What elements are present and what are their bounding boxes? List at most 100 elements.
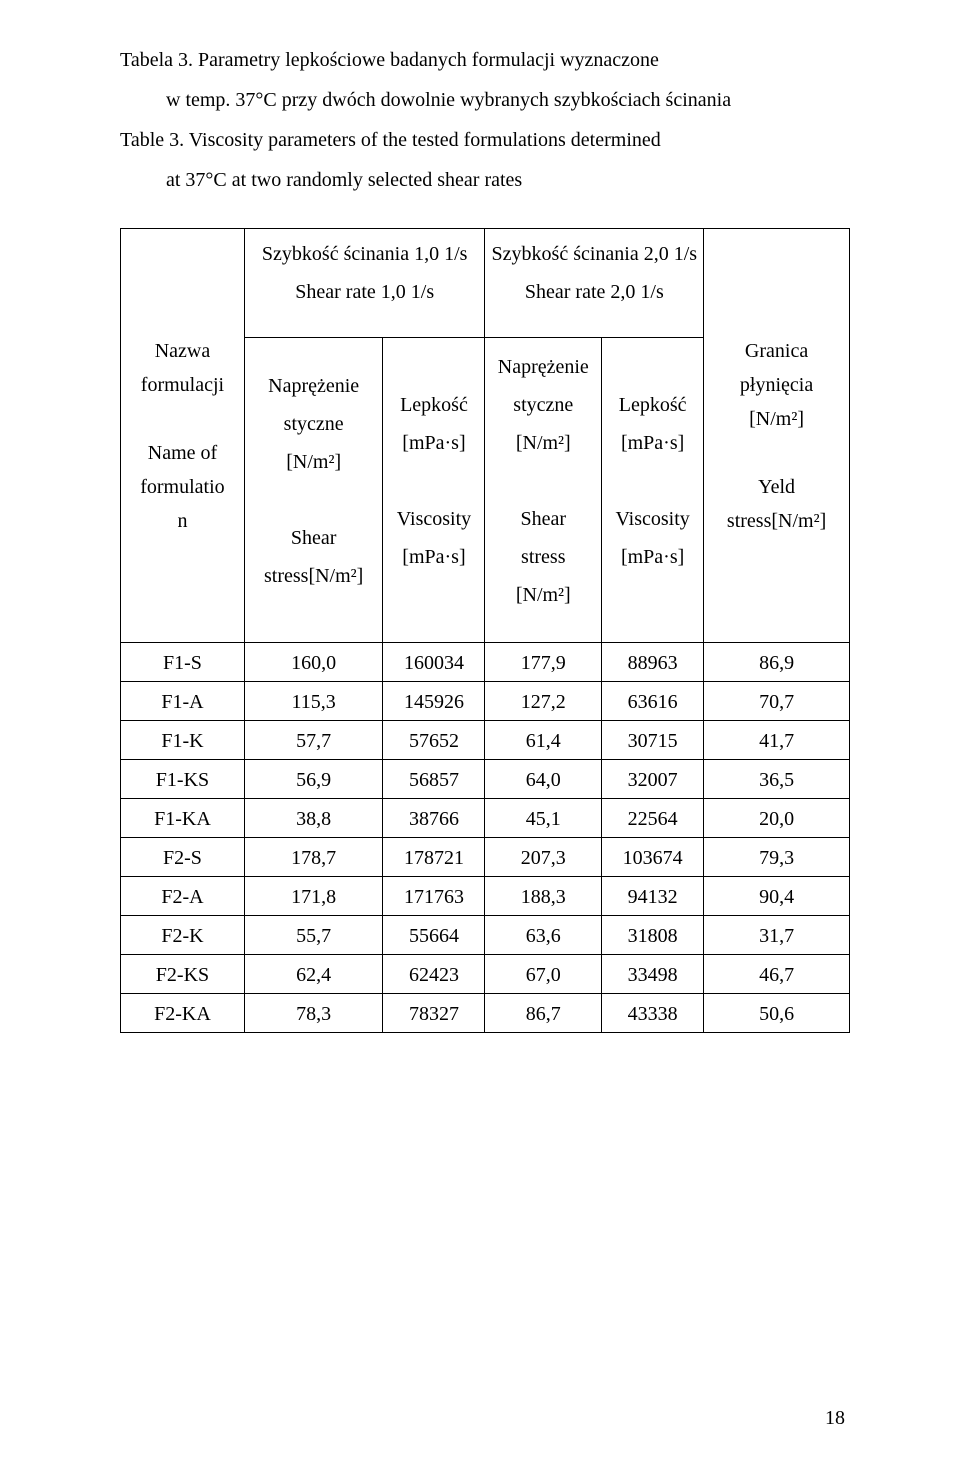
table-cell: 32007 (602, 760, 704, 799)
header-label: Shear (249, 519, 379, 557)
table-cell: 115,3 (244, 682, 383, 721)
table-cell: 178,7 (244, 838, 383, 877)
table-cell: 88963 (602, 643, 704, 682)
table-cell: 78327 (383, 994, 485, 1033)
header-label: [mPa·s] (387, 424, 480, 462)
header-label: formulatio (125, 470, 240, 504)
table-cell: 62,4 (244, 955, 383, 994)
table-row: F2-K55,75566463,63180831,7 (121, 916, 850, 955)
header-label: [mPa·s] (387, 538, 480, 576)
header-label: Yeld (708, 470, 845, 504)
table-cell: 79,3 (704, 838, 850, 877)
table-row: F1-K57,75765261,43071541,7 (121, 721, 850, 760)
table-cell: 64,0 (485, 760, 602, 799)
table-cell: 67,0 (485, 955, 602, 994)
header-label: Naprężenie (489, 348, 597, 386)
header-label: Lepkość (606, 386, 699, 424)
table-cell: 171,8 (244, 877, 383, 916)
table-row: F1-S160,0160034177,98896386,9 (121, 643, 850, 682)
header-label: Viscosity (606, 500, 699, 538)
table-cell: 86,7 (485, 994, 602, 1033)
table-cell: 38,8 (244, 799, 383, 838)
table-cell: F2-S (121, 838, 245, 877)
table-row: F2-KA78,37832786,74333850,6 (121, 994, 850, 1033)
table-cell: 78,3 (244, 994, 383, 1033)
header-label: [N/m²] (489, 576, 597, 614)
table-cell: 160034 (383, 643, 485, 682)
header-col-d: Lepkość [mPa·s] Viscosity [mPa·s] (602, 338, 704, 643)
table-cell: 188,3 (485, 877, 602, 916)
table-cell: 36,5 (704, 760, 850, 799)
table-cell: 63,6 (485, 916, 602, 955)
header-group2-sub: Shear rate 2,0 1/s (485, 273, 704, 338)
header-label: Shear (489, 500, 597, 538)
table-cell: 177,9 (485, 643, 602, 682)
table-cell: 63616 (602, 682, 704, 721)
header-col-b: Lepkość [mPa·s] Viscosity [mPa·s] (383, 338, 485, 643)
header-label: [N/m²] (708, 402, 845, 436)
table-cell: F1-A (121, 682, 245, 721)
table-cell: 30715 (602, 721, 704, 760)
table-cell: 43338 (602, 994, 704, 1033)
header-label: Viscosity (387, 500, 480, 538)
table-caption: Tabela 3. Parametry lepkościowe badanych… (120, 40, 850, 200)
header-label: płynięcia (708, 368, 845, 402)
header-yield: Granica płynięcia [N/m²] Yeld stress[N/m… (704, 229, 850, 643)
table-cell: F2-KS (121, 955, 245, 994)
table-cell: 62423 (383, 955, 485, 994)
table-cell: 31808 (602, 916, 704, 955)
caption-line: w temp. 37°C przy dwóch dowolnie wybrany… (120, 80, 850, 120)
table-cell: 207,3 (485, 838, 602, 877)
caption-line: at 37°C at two randomly selected shear r… (120, 160, 850, 200)
header-label: [mPa·s] (606, 538, 699, 576)
table-cell: 57,7 (244, 721, 383, 760)
table-cell: 86,9 (704, 643, 850, 682)
header-label: formulacji (125, 368, 240, 402)
table-cell: F1-K (121, 721, 245, 760)
header-label: Naprężenie (249, 367, 379, 405)
header-label: Granica (708, 334, 845, 368)
header-group2-top: Szybkość ścinania 2,0 1/s (485, 229, 704, 274)
header-label: Nazwa (125, 334, 240, 368)
header-label: [mPa·s] (606, 424, 699, 462)
table-cell: 33498 (602, 955, 704, 994)
table-cell: 160,0 (244, 643, 383, 682)
table-row: F2-S178,7178721207,310367479,3 (121, 838, 850, 877)
table-cell: F2-K (121, 916, 245, 955)
table-cell: 127,2 (485, 682, 602, 721)
header-group1-top: Szybkość ścinania 1,0 1/s (244, 229, 485, 274)
table-cell: 31,7 (704, 916, 850, 955)
table-container: Nazwa formulacji Name of formulatio n Sz… (120, 228, 850, 1033)
table-row: F1-KA38,83876645,12256420,0 (121, 799, 850, 838)
header-label: Name of (125, 436, 240, 470)
table-cell: 103674 (602, 838, 704, 877)
header-label: stress (489, 538, 597, 576)
table-cell: 41,7 (704, 721, 850, 760)
table-cell: F2-A (121, 877, 245, 916)
table-row: F2-KS62,46242367,03349846,7 (121, 955, 850, 994)
table-cell: 94132 (602, 877, 704, 916)
header-name: Nazwa formulacji Name of formulatio n (121, 229, 245, 643)
table-cell: 145926 (383, 682, 485, 721)
viscosity-table: Nazwa formulacji Name of formulatio n Sz… (120, 228, 850, 1033)
table-cell: 56857 (383, 760, 485, 799)
header-label: [N/m²] (249, 443, 379, 481)
table-cell: 50,6 (704, 994, 850, 1033)
table-cell: 57652 (383, 721, 485, 760)
document-page: Tabela 3. Parametry lepkościowe badanych… (0, 0, 960, 1458)
table-cell: 70,7 (704, 682, 850, 721)
header-label: stress[N/m²] (708, 504, 845, 538)
header-label: stress[N/m²] (249, 557, 379, 595)
table-row: F1-A115,3145926127,26361670,7 (121, 682, 850, 721)
table-cell: 55,7 (244, 916, 383, 955)
table-cell: 61,4 (485, 721, 602, 760)
table-cell: 45,1 (485, 799, 602, 838)
table-row: F1-KS56,95685764,03200736,5 (121, 760, 850, 799)
table-body: F1-S160,0160034177,98896386,9F1-A115,314… (121, 643, 850, 1033)
header-col-a: Naprężenie styczne [N/m²] Shear stress[N… (244, 338, 383, 643)
table-cell: 55664 (383, 916, 485, 955)
caption-line: Table 3. Viscosity parameters of the tes… (120, 120, 850, 160)
header-label: [N/m²] (489, 424, 597, 462)
table-cell: 90,4 (704, 877, 850, 916)
header-label: Lepkość (387, 386, 480, 424)
